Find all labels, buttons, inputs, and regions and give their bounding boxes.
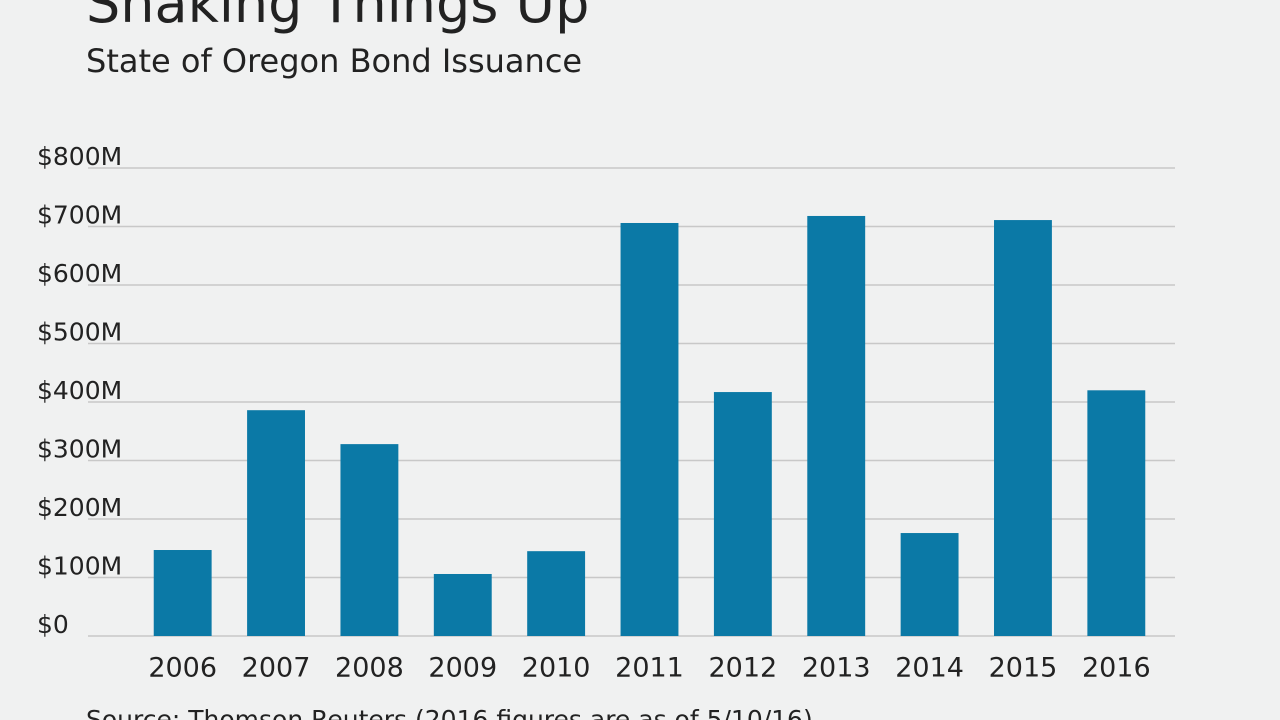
x-tick-label: 2016 bbox=[1082, 653, 1151, 684]
x-tick-label: 2013 bbox=[802, 653, 871, 684]
x-tick-label: 2015 bbox=[989, 653, 1058, 684]
x-tick-label: 2009 bbox=[428, 653, 497, 684]
x-tick-label: 2006 bbox=[148, 653, 217, 684]
bar bbox=[433, 573, 492, 636]
bar bbox=[153, 550, 212, 636]
bar bbox=[620, 222, 679, 637]
source-note: Source: Thomson Reuters (2016 figures ar… bbox=[86, 705, 813, 720]
x-tick-label: 2010 bbox=[522, 653, 591, 684]
x-tick-label: 2007 bbox=[242, 653, 311, 684]
x-tick-label: 2011 bbox=[615, 653, 684, 684]
y-tick-label: $800M bbox=[37, 142, 122, 171]
y-tick-label: $700M bbox=[37, 201, 122, 230]
bar bbox=[900, 533, 959, 636]
bar bbox=[807, 215, 866, 636]
y-tick-label: $600M bbox=[37, 259, 122, 288]
x-tick-label: 2008 bbox=[335, 653, 404, 684]
chart-title: Shaking Things Up bbox=[86, 0, 589, 35]
bar bbox=[994, 220, 1052, 636]
y-tick-label: $400M bbox=[37, 376, 122, 405]
bar bbox=[713, 392, 772, 636]
y-tick-label: $100M bbox=[37, 552, 122, 581]
x-tick-label: 2014 bbox=[895, 653, 964, 684]
bar bbox=[1087, 390, 1146, 636]
y-tick-label: $0 bbox=[37, 610, 69, 639]
y-tick-label: $300M bbox=[37, 435, 122, 464]
y-tick-label: $200M bbox=[37, 493, 122, 522]
bar bbox=[527, 551, 586, 636]
bar bbox=[247, 410, 305, 636]
y-tick-label: $500M bbox=[37, 318, 122, 347]
x-tick-label: 2012 bbox=[709, 653, 778, 684]
chart-subtitle: State of Oregon Bond Issuance bbox=[86, 42, 582, 80]
bar bbox=[340, 444, 399, 636]
